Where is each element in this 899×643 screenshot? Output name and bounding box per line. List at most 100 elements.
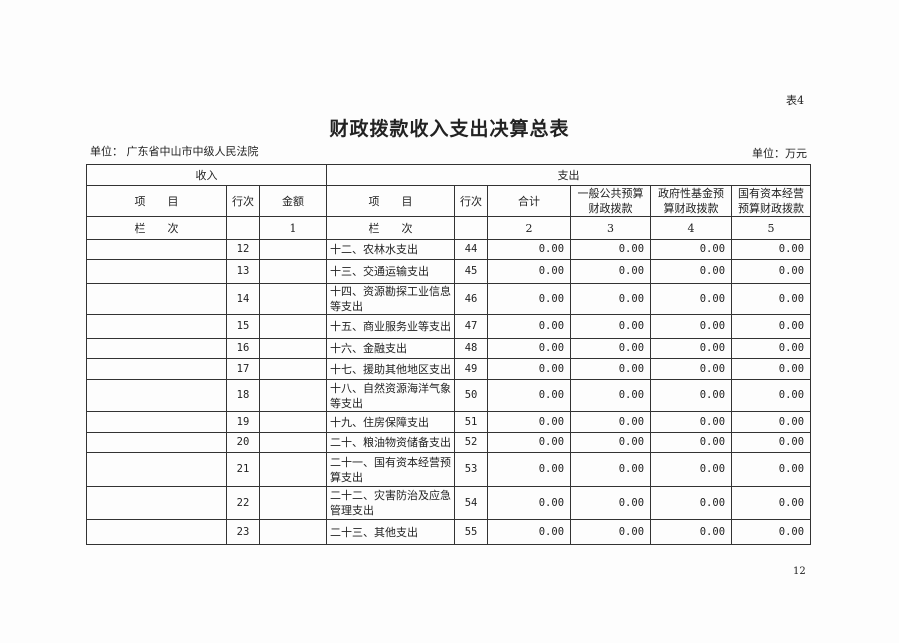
table-row: 19 十九、住房保障支出 51 0.00 0.00 0.00 0.00: [86, 411, 812, 433]
general-budget-cell: 0.00: [570, 239, 652, 260]
unit-currency: 单位：万元: [752, 147, 807, 160]
income-amount-cell: [258, 239, 328, 260]
total-cell: 0.00: [487, 452, 572, 487]
expense-item-cell: 二十一、国有资本经营预算支出: [326, 452, 456, 487]
total-cell: 0.00: [487, 239, 572, 260]
fund-budget-header: 政府性基金预算财政拨款: [650, 185, 733, 217]
fund-budget-cell: 0.00: [650, 411, 733, 433]
general-budget-cell: 0.00: [570, 358, 652, 380]
column-number-5: 5: [731, 216, 812, 240]
total-cell: 0.00: [487, 379, 572, 412]
column-number-2: 2: [487, 216, 572, 240]
state-capital-cell: 0.00: [731, 411, 812, 433]
income-item-cell: [86, 338, 227, 359]
general-budget-cell: 0.00: [570, 432, 652, 453]
fund-budget-cell: 0.00: [650, 283, 733, 315]
total-header: 合计: [487, 185, 572, 217]
state-capital-header: 国有资本经营预算财政拨款: [731, 185, 812, 217]
empty-cell: [226, 216, 260, 240]
income-amount-cell: [258, 452, 328, 487]
fund-budget-cell: 0.00: [650, 259, 733, 284]
fund-budget-cell: 0.00: [650, 452, 733, 487]
fund-budget-cell: 0.00: [650, 358, 733, 380]
income-item-cell: [86, 283, 227, 315]
state-capital-cell: 0.00: [731, 259, 812, 284]
expense-line-cell: 48: [454, 338, 489, 359]
fiscal-summary-table: 收入 支出 项 目 行次 金额 项 目 行次 合计 一般公共预算财政拨款 政府性…: [85, 164, 812, 545]
fund-budget-cell: 0.00: [650, 486, 733, 520]
expense-line-cell: 50: [454, 379, 489, 412]
table-row: 13 十三、交通运输支出 45 0.00 0.00 0.00 0.00: [86, 259, 812, 284]
table-number: 表4: [786, 94, 804, 107]
state-capital-cell: 0.00: [731, 452, 812, 487]
income-amount-cell: [258, 358, 328, 380]
income-header: 收入: [85, 164, 328, 186]
income-line-cell: 12: [226, 239, 260, 260]
income-line-cell: 13: [226, 259, 260, 284]
expense-item-cell: 十七、援助其他地区支出: [326, 358, 456, 380]
income-amount-cell: [258, 314, 328, 339]
general-budget-cell: 0.00: [570, 411, 652, 433]
expense-item-cell: 二十、粮油物资储备支出: [326, 432, 456, 453]
income-item-cell: [86, 452, 227, 487]
income-item-header: 项 目: [86, 185, 227, 217]
table-row: 20 二十、粮油物资储备支出 52 0.00 0.00 0.00 0.00: [86, 432, 812, 453]
income-item-cell: [86, 432, 227, 453]
expense-line-cell: 51: [454, 411, 489, 433]
expense-column-label: 栏 次: [326, 216, 456, 240]
expense-line-cell: 55: [454, 519, 489, 545]
expense-line-cell: 45: [454, 259, 489, 284]
column-number-1: 1: [258, 216, 328, 240]
fund-budget-cell: 0.00: [650, 239, 733, 260]
expense-line-cell: 54: [454, 486, 489, 520]
state-capital-cell: 0.00: [731, 314, 812, 339]
column-number-3: 3: [570, 216, 652, 240]
expense-item-cell: 十五、商业服务业等支出: [326, 314, 456, 339]
income-line-cell: 18: [226, 379, 260, 412]
fund-budget-cell: 0.00: [650, 314, 733, 339]
expense-item-header: 项 目: [326, 185, 456, 217]
amount-header: 金额: [258, 185, 328, 217]
income-item-cell: [86, 259, 227, 284]
income-line-header: 行次: [226, 185, 260, 217]
table-row: 16 十六、金融支出 48 0.00 0.00 0.00 0.00: [86, 338, 812, 359]
income-line-cell: 15: [226, 314, 260, 339]
empty-cell: [454, 216, 489, 240]
income-amount-cell: [258, 379, 328, 412]
income-line-cell: 21: [226, 452, 260, 487]
expense-line-cell: 46: [454, 283, 489, 315]
general-budget-cell: 0.00: [570, 486, 652, 520]
total-cell: 0.00: [487, 338, 572, 359]
total-cell: 0.00: [487, 358, 572, 380]
income-column-label: 栏 次: [86, 216, 227, 240]
income-item-cell: [86, 411, 227, 433]
table-row: 12 十二、农林水支出 44 0.00 0.00 0.00 0.00: [86, 239, 812, 260]
expense-header: 支出: [326, 164, 812, 186]
expense-item-cell: 十四、资源勘探工业信息等支出: [326, 283, 456, 315]
general-budget-cell: 0.00: [570, 259, 652, 284]
table-row: 15 十五、商业服务业等支出 47 0.00 0.00 0.00 0.00: [86, 314, 812, 339]
income-line-cell: 16: [226, 338, 260, 359]
page-number: 12: [793, 566, 806, 577]
expense-item-cell: 二十二、灾害防治及应急管理支出: [326, 486, 456, 520]
general-budget-cell: 0.00: [570, 283, 652, 315]
state-capital-cell: 0.00: [731, 486, 812, 520]
general-budget-cell: 0.00: [570, 379, 652, 412]
fund-budget-cell: 0.00: [650, 519, 733, 545]
income-line-cell: 20: [226, 432, 260, 453]
income-item-cell: [86, 486, 227, 520]
income-item-cell: [86, 239, 227, 260]
total-cell: 0.00: [487, 314, 572, 339]
income-item-cell: [86, 379, 227, 412]
table-row: 17 十七、援助其他地区支出 49 0.00 0.00 0.00 0.00: [86, 358, 812, 380]
state-capital-cell: 0.00: [731, 432, 812, 453]
income-line-cell: 22: [226, 486, 260, 520]
income-line-cell: 23: [226, 519, 260, 545]
total-cell: 0.00: [487, 486, 572, 520]
income-item-cell: [86, 519, 227, 545]
general-budget-cell: 0.00: [570, 519, 652, 545]
total-cell: 0.00: [487, 519, 572, 545]
page-title: 财政拨款收入支出决算总表: [329, 118, 570, 140]
state-capital-cell: 0.00: [731, 358, 812, 380]
total-cell: 0.00: [487, 432, 572, 453]
